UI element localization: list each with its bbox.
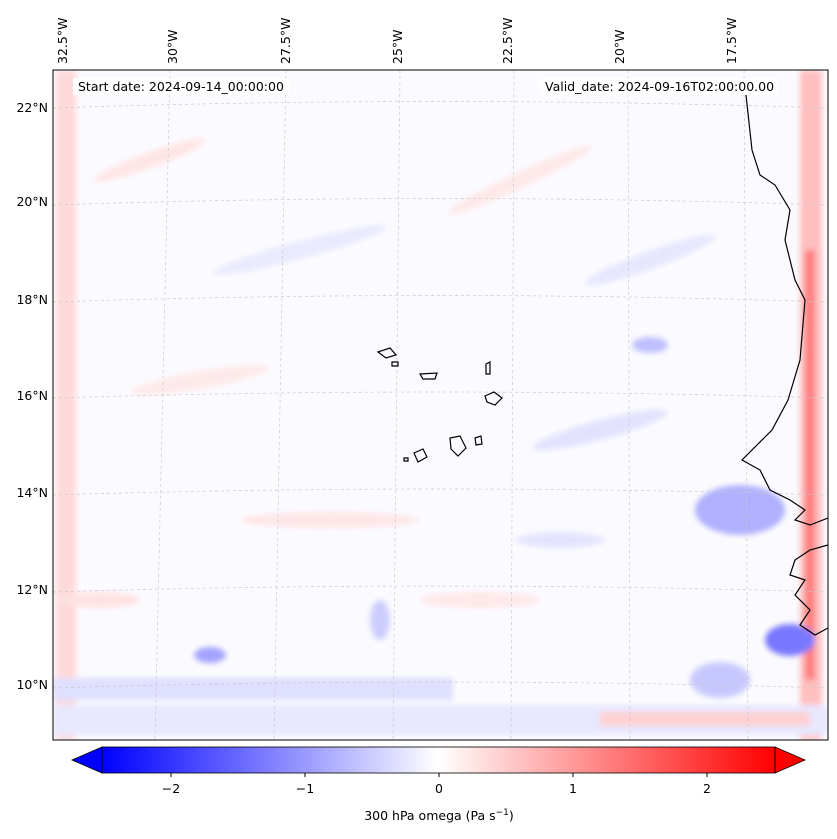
lat-label-14: 14°N [16,485,48,500]
africa-coastline [741,94,828,636]
colorbar-tick-neg1: −1 [295,781,315,796]
lon-label-32-5: 32.5°W [55,17,70,64]
colorbar [70,746,807,777]
lat-label-16: 16°N [16,388,48,403]
lat-label-20: 20°N [16,194,48,209]
lat-label-10: 10°N [16,677,48,692]
colorbar-tick-1: 1 [569,781,577,796]
cape-verde-islands [376,347,503,463]
valid-date-label: Valid_date: 2024-09-16T02:00:00.00 [540,78,780,95]
lon-label-20: 20°W [612,29,627,64]
lon-label-25: 25°W [390,29,405,64]
lat-label-18: 18°N [16,292,48,307]
lat-label-12: 12°N [16,582,48,597]
lon-label-22-5: 22.5°W [500,17,515,64]
map-frame [52,69,829,741]
graticule [53,70,828,740]
colorbar-label: 300 hPa omega (Pa s−1) [364,808,514,823]
colorbar-label-exponent: −1 [495,808,509,818]
colorbar-low-extend [70,746,103,774]
colorbar-tick-neg2: −2 [161,781,181,796]
colorbar-gradient [102,747,775,773]
colorbar-tick-0: 0 [435,781,443,796]
lat-label-22: 22°N [16,100,48,115]
colorbar-tick-marks [170,773,708,777]
colorbar-label-end: ) [508,808,514,824]
start-date-label: Start date: 2024-09-14_00:00:00 [73,78,289,95]
lon-label-17-5: 17.5°W [724,17,739,64]
colorbar-high-extend [774,746,807,774]
colorbar-label-text: 300 hPa omega (Pa s [364,808,496,824]
lon-label-27-5: 27.5°W [278,17,293,64]
omega-field [53,70,828,740]
lon-label-30: 30°W [165,29,180,64]
colorbar-tick-2: 2 [703,781,711,796]
